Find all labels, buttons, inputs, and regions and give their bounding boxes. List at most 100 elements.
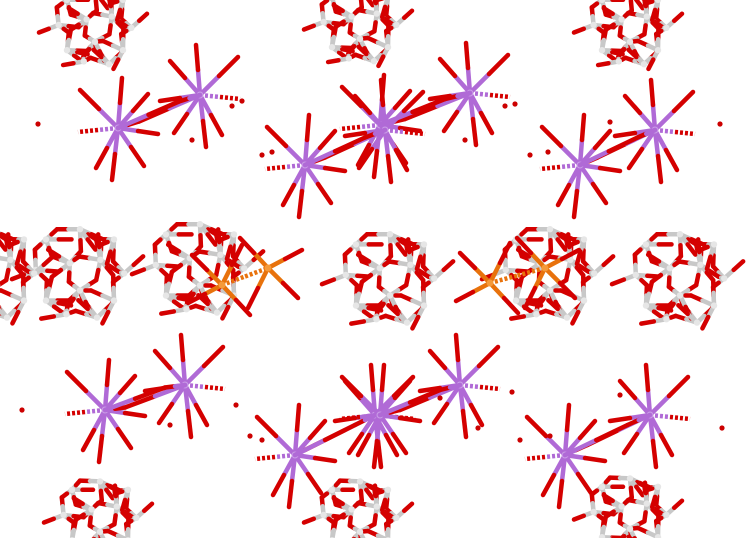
orange-metal-bridge [453,235,582,316]
bond [102,396,138,413]
bond [99,0,110,11]
metal-atom [403,319,411,326]
bond [557,280,578,301]
bond [255,265,271,291]
metal-atom [63,0,71,3]
metal-atom [626,38,634,45]
bond [117,373,138,396]
bond [526,300,544,308]
bond [379,362,387,393]
bond [264,164,286,172]
metal-atom [663,316,670,323]
bond [467,90,476,122]
bond [197,92,206,124]
bond [571,26,587,35]
water-oxygen [269,149,275,155]
bond [617,378,638,401]
bond [463,40,471,71]
metal-atom [502,266,509,274]
bond [457,363,482,388]
metal-atom [642,302,650,309]
bond [467,71,492,96]
metal-atom [640,60,648,68]
bond [441,259,456,273]
bond [565,232,572,250]
metal-atom [376,265,383,272]
water-oxygen [717,121,723,127]
bond [96,433,105,465]
bond [372,127,388,136]
metal-atom [663,24,670,31]
bond [340,46,355,54]
metal-atom [384,486,392,493]
bond [104,487,115,501]
bond [229,242,245,268]
metal-atom [97,256,104,263]
bond [636,412,653,423]
bond [427,348,448,371]
metal-atom [152,261,159,269]
bond [476,344,501,369]
bond [606,135,640,154]
metal-oxo-cluster [479,226,616,326]
bond [577,418,598,441]
alkali-dimer-bridge [302,127,388,168]
bond [556,478,565,510]
bond [130,91,151,114]
metal-atom [580,236,588,243]
metal-atom [721,275,728,282]
bond [10,309,21,326]
bond [658,432,675,458]
metal-atom [654,483,662,490]
bond [302,137,310,168]
bond [56,300,74,308]
bond [685,242,698,257]
bond [185,408,194,440]
water-oxygen [189,137,195,143]
metal-oxo-cluster [571,0,685,72]
bond [564,402,572,433]
metal-atom [108,13,116,20]
bond [185,291,208,306]
water-oxygen [502,103,508,109]
metal-atom [42,297,50,304]
bond [0,277,9,287]
metal-atom [352,241,360,248]
bond [457,250,478,271]
metal-atom [676,231,684,238]
bond [286,478,295,510]
bond [453,289,476,304]
bond [410,314,421,331]
metal-atom [546,287,554,294]
bond [165,242,182,254]
water-oxygen [167,422,173,428]
bond [307,418,328,441]
bond [299,162,308,194]
alkali-dimer-bridge [562,412,653,458]
bond [392,88,413,111]
metal-atom [373,10,380,17]
alkali-layer [64,40,696,510]
alkali-coordination-site [157,42,241,150]
bond [509,314,527,321]
bond [119,497,128,513]
metal-atom [96,478,104,485]
metal-atom [31,270,38,277]
metal-atom [666,265,673,272]
bond [632,395,653,418]
bond [384,127,406,135]
bond [274,452,296,460]
bond [302,149,338,168]
bond [219,262,235,288]
bond [469,90,491,98]
bond [371,148,380,180]
bond [532,265,548,291]
bond [368,362,376,393]
bond [597,165,623,174]
metal-atom [213,309,221,316]
bond [441,109,460,134]
metal-atom [697,261,704,268]
metal-oxo-cluster [41,478,155,538]
bond [265,265,286,286]
